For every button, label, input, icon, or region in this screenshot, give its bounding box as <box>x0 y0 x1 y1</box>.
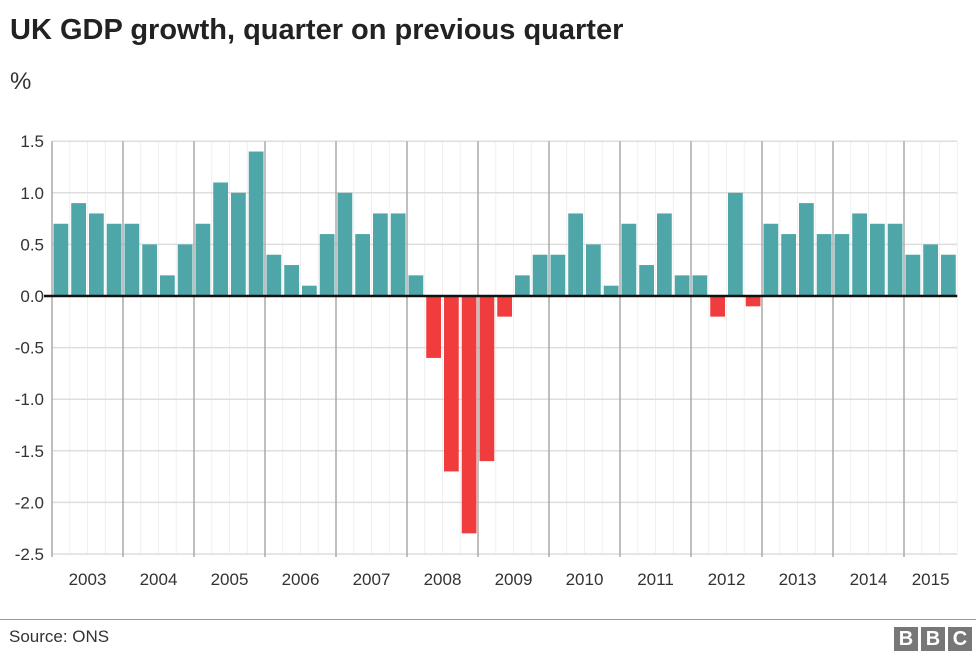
bar <box>674 275 690 296</box>
y-axis-unit: % <box>10 68 32 95</box>
bar <box>302 285 317 296</box>
bar <box>515 275 530 296</box>
x-tick-label: 2005 <box>211 570 249 589</box>
bar <box>195 223 211 296</box>
bar <box>603 285 619 296</box>
bar <box>479 296 495 462</box>
x-tick-label: 2009 <box>495 570 533 589</box>
x-tick-label: 2007 <box>353 570 391 589</box>
y-tick-label: -2.0 <box>15 493 44 512</box>
chart-title: UK GDP growth, quarter on previous quart… <box>10 14 624 46</box>
bar <box>53 223 69 296</box>
source-note: Source: ONS <box>9 627 110 646</box>
x-tick-label: 2006 <box>282 570 320 589</box>
bar <box>106 223 122 296</box>
x-tick-label: 2013 <box>779 570 817 589</box>
bar <box>923 244 938 296</box>
bar <box>497 296 512 317</box>
bbc-logo-letter: C <box>948 627 972 651</box>
bbc-logo-letter: B <box>921 627 945 651</box>
bar <box>816 234 832 296</box>
bar <box>231 192 246 296</box>
y-tick-label: -2.5 <box>15 545 44 564</box>
bar <box>639 265 654 296</box>
y-tick-label: 0.0 <box>20 287 44 306</box>
x-tick-label: 2012 <box>708 570 746 589</box>
bar <box>124 223 140 296</box>
bar <box>284 265 299 296</box>
bar <box>461 296 477 534</box>
bar <box>728 192 743 296</box>
bbc-logo-letter: B <box>894 627 918 651</box>
bar <box>355 234 370 296</box>
bar-chart: 1.5 1.0 0.5 0.0 -0.5 -1.0 -1.5 -2.0 -2.5 2003 2004… <box>15 132 958 589</box>
x-tick-label: 2015 <box>912 570 950 589</box>
bar <box>426 296 441 358</box>
bar <box>337 192 353 296</box>
bar <box>657 213 672 296</box>
bar <box>160 275 175 296</box>
bar <box>834 234 850 296</box>
x-tick-label: 2010 <box>566 570 604 589</box>
footer-divider <box>0 619 976 620</box>
bar <box>799 203 814 296</box>
y-tick-label: 1.5 <box>20 132 44 151</box>
bar <box>887 223 903 296</box>
bar <box>621 223 637 296</box>
bar <box>213 182 228 296</box>
y-tick-label: 1.0 <box>20 184 44 203</box>
x-tick-label: 2003 <box>69 570 107 589</box>
x-tick-label: 2011 <box>637 570 674 589</box>
y-tick-label: 0.5 <box>20 235 44 254</box>
bar <box>248 151 264 296</box>
bar <box>852 213 867 296</box>
bar <box>550 254 566 296</box>
bar <box>444 296 459 472</box>
bar <box>142 244 157 296</box>
bar <box>763 223 779 296</box>
bar <box>568 213 583 296</box>
bar <box>745 296 761 307</box>
bar <box>89 213 104 296</box>
bar <box>692 275 708 296</box>
y-tick-label: -0.5 <box>15 339 44 358</box>
bar <box>177 244 193 296</box>
bar <box>870 223 885 296</box>
y-tick-label: -1.5 <box>15 442 44 461</box>
x-tick-label: 2008 <box>424 570 462 589</box>
bar <box>941 254 956 296</box>
bar <box>781 234 796 296</box>
x-tick-label: 2014 <box>850 570 888 589</box>
y-tick-label: -1.0 <box>15 390 44 409</box>
bar <box>408 275 424 296</box>
bar <box>586 244 601 296</box>
bar <box>905 254 921 296</box>
bar <box>266 254 282 296</box>
bar <box>532 254 548 296</box>
bar <box>71 203 86 296</box>
bar <box>390 213 406 296</box>
bar <box>319 234 335 296</box>
bar <box>373 213 388 296</box>
x-tick-label: 2004 <box>140 570 178 589</box>
bar <box>710 296 725 317</box>
